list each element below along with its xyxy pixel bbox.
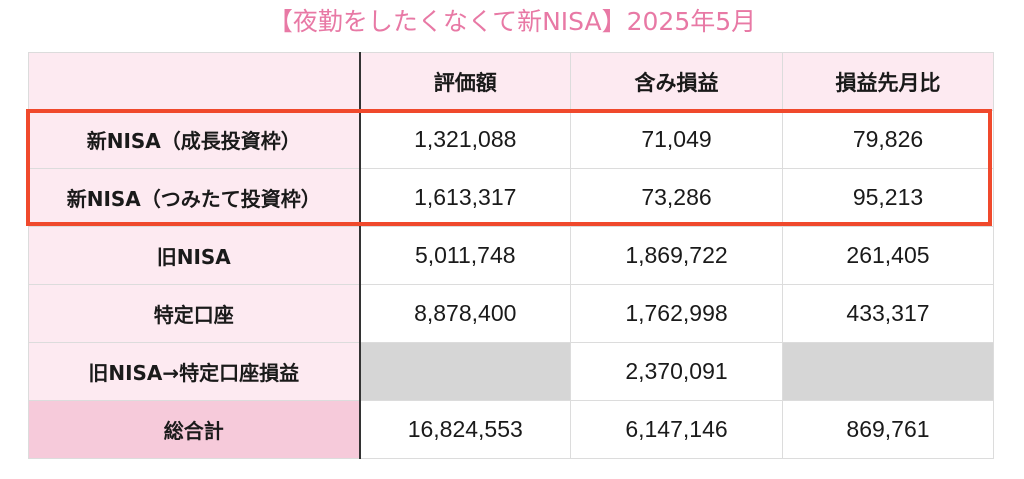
total-mom-cell: 869,761 xyxy=(782,400,994,459)
empty-cell xyxy=(782,342,994,401)
row-label: 新NISA（つみたて投資枠） xyxy=(28,168,361,227)
table-row: 特定口座 8,878,400 1,762,998 433,317 xyxy=(28,284,994,343)
valuation-cell: 5,011,748 xyxy=(359,226,571,285)
unrealized-cell: 71,049 xyxy=(570,110,783,169)
row-label: 特定口座 xyxy=(28,284,361,343)
header-valuation: 評価額 xyxy=(359,52,571,111)
row-label: 旧NISA xyxy=(28,226,361,285)
table-row: 新NISA（つみたて投資枠） 1,613,317 73,286 95,213 xyxy=(28,168,994,227)
page-title: 【夜勤をしたくなくて新NISA】2025年5月 xyxy=(267,7,757,36)
table-row: 旧NISA→特定口座損益 2,370,091 xyxy=(28,342,994,401)
total-row: 総合計 16,824,553 6,147,146 869,761 xyxy=(28,400,994,459)
total-label: 総合計 xyxy=(28,400,361,459)
mom-cell: 79,826 xyxy=(782,110,994,169)
row-label: 新NISA（成長投資枠） xyxy=(28,110,361,169)
mom-cell: 261,405 xyxy=(782,226,994,285)
unrealized-cell: 1,869,722 xyxy=(570,226,783,285)
unrealized-cell: 73,286 xyxy=(570,168,783,227)
header-month-over-month: 損益先月比 xyxy=(782,52,994,111)
header-unrealized-gain: 含み損益 xyxy=(570,52,783,111)
unrealized-cell: 1,762,998 xyxy=(570,284,783,343)
valuation-cell: 8,878,400 xyxy=(359,284,571,343)
row-label: 旧NISA→特定口座損益 xyxy=(28,342,361,401)
mom-cell: 433,317 xyxy=(782,284,994,343)
empty-cell xyxy=(359,342,571,401)
total-unrealized-cell: 6,147,146 xyxy=(570,400,783,459)
table-header-row: 評価額 含み損益 損益先月比 xyxy=(28,52,994,111)
table-row: 旧NISA 5,011,748 1,869,722 261,405 xyxy=(28,226,994,285)
unrealized-cell: 2,370,091 xyxy=(570,342,783,401)
valuation-cell: 1,321,088 xyxy=(359,110,571,169)
valuation-cell: 1,613,317 xyxy=(359,168,571,227)
total-valuation-cell: 16,824,553 xyxy=(359,400,571,459)
header-corner-cell xyxy=(28,52,361,111)
table-row: 新NISA（成長投資枠） 1,321,088 71,049 79,826 xyxy=(28,110,994,169)
portfolio-table: 評価額 含み損益 損益先月比 新NISA（成長投資枠） 1,321,088 71… xyxy=(28,52,994,459)
mom-cell: 95,213 xyxy=(782,168,994,227)
